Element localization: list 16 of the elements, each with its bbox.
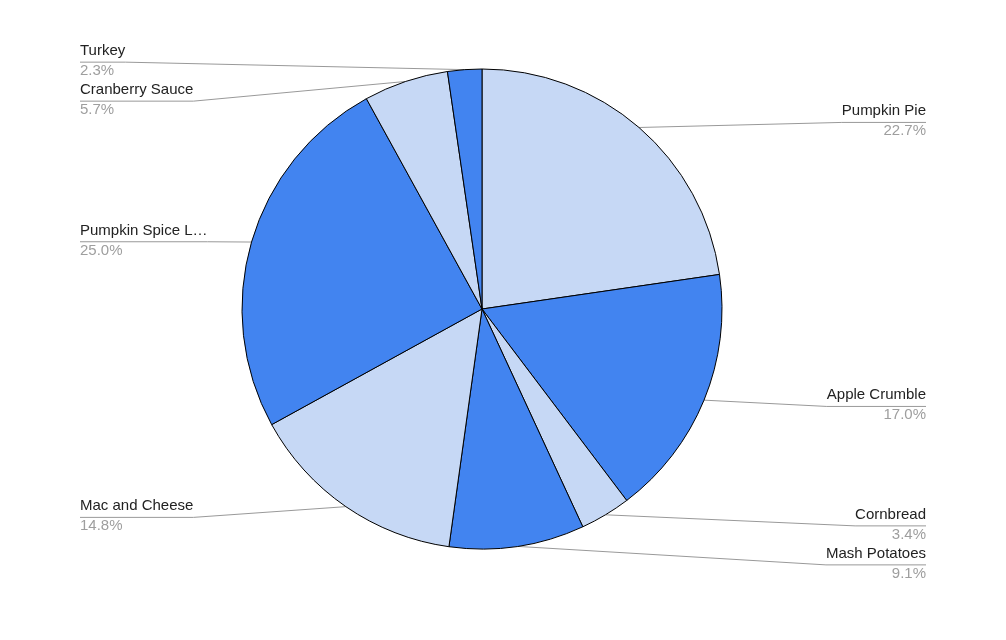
- slice-label: Apple Crumble: [826, 385, 926, 403]
- data-label: 2.3%: [80, 61, 115, 79]
- data-label: 9.1%: [891, 563, 926, 581]
- slice-label: Pumpkin Pie: [841, 101, 926, 119]
- slice-label: Turkey: [80, 41, 126, 59]
- slice-label: Cranberry Sauce: [80, 80, 194, 98]
- slice-label: Mac and Cheese: [80, 496, 194, 514]
- slice-label: Mash Potatoes: [825, 543, 926, 561]
- slice-label: Cornbread: [855, 504, 926, 522]
- data-label: 5.7%: [80, 100, 115, 118]
- data-label: 3.4%: [891, 524, 926, 542]
- data-label: 22.7%: [883, 121, 926, 139]
- data-label: 17.0%: [883, 405, 926, 423]
- data-label: 14.8%: [80, 516, 123, 534]
- slice-label: Pumpkin Spice L…: [80, 220, 208, 238]
- data-label: 25.0%: [80, 240, 123, 258]
